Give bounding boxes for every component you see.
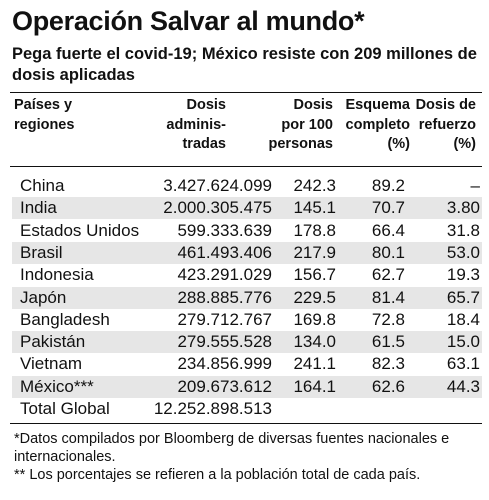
header-doses-line: Dosis (186, 97, 227, 113)
header-doses-line: tradas (182, 136, 226, 152)
cell-country: India (20, 198, 57, 218)
header-complete-line: completo (345, 116, 410, 133)
table-row: Indonesia 423.291.029 156.7 62.7 19.3 (12, 264, 482, 286)
table-bottom-rule (10, 423, 482, 424)
header-top-rule (10, 92, 482, 93)
cell-doses: 279.712.767 (177, 309, 272, 329)
cell-per100: 241.1 (293, 354, 336, 374)
cell-booster: – (470, 176, 480, 195)
cell-complete: 70.7 (371, 198, 405, 218)
header-countries-line: Países y (14, 97, 73, 113)
cell-booster: 63.1 (446, 354, 480, 374)
table-row: Bangladesh 279.712.767 169.8 72.8 18.4 (12, 309, 482, 331)
footnote-source: *Datos compilados por Bloomberg de diver… (14, 431, 450, 465)
cell-country: Japón (20, 287, 67, 307)
page-title: Operación Salvar al mundo* (12, 6, 365, 36)
header-countries: Países y regiones (14, 96, 74, 135)
table-row: China 3.427.624.099 242.3 89.2 – (12, 175, 482, 197)
table-row: Estados Unidos 599.333.639 178.8 66.4 31.8 (12, 220, 482, 242)
cell-doses: 3.427.624.099 (163, 176, 272, 195)
cell-per100: 134.0 (293, 332, 336, 352)
table-row: México*** 209.673.612 164.1 62.6 44.3 (12, 375, 482, 398)
header-doses-line: adminis- (166, 116, 226, 133)
cell-doses: 209.673.612 (177, 376, 272, 396)
cell-complete: 80.1 (371, 242, 405, 262)
cell-complete: 62.7 (371, 265, 405, 285)
cell-country: Total Global (20, 399, 110, 418)
cell-country: Brasil (20, 242, 63, 262)
cell-country: México*** (20, 376, 94, 396)
cell-per100: 178.8 (293, 220, 336, 240)
header-per100: Dosis por 100 personas (256, 96, 333, 155)
table-row: Total Global 12.252.898.513 (12, 398, 482, 420)
cell-doses: 279.555.528 (177, 332, 272, 352)
cell-doses: 2.000.305.475 (163, 198, 272, 218)
cell-booster: 19.3 (446, 265, 480, 285)
cell-booster: 44.3 (446, 376, 480, 396)
header-per100-line: por 100 (281, 116, 333, 133)
header-complete-line: (%) (387, 136, 410, 152)
cell-per100: 242.3 (293, 176, 336, 195)
cell-per100: 156.7 (293, 265, 336, 285)
cell-booster: 53.0 (446, 242, 480, 262)
cell-per100: 169.8 (293, 309, 336, 329)
cell-per100: 145.1 (293, 198, 336, 218)
cell-per100: 164.1 (293, 376, 336, 396)
cell-complete: 81.4 (371, 287, 405, 307)
cell-booster: 3.80 (446, 198, 480, 218)
table-row: Japón 288.885.776 229.5 81.4 65.7 (12, 286, 482, 309)
header-countries-line: regiones (14, 116, 75, 133)
cell-booster: 65.7 (446, 287, 480, 307)
cell-booster: 31.8 (446, 220, 480, 240)
table-row: Brasil 461.493.406 217.9 80.1 53.0 (12, 241, 482, 264)
header-booster-line: refuerzo (418, 116, 476, 133)
header-booster: Dosis de refuerzo (%) (412, 96, 476, 155)
page-subtitle: Pega fuerte el covid-19; México resiste … (12, 45, 477, 84)
cell-per100: 217.9 (293, 242, 336, 262)
header-doses: Dosis adminis- tradas (150, 96, 226, 155)
cell-complete: 61.5 (371, 332, 405, 352)
cell-booster: 18.4 (446, 309, 480, 329)
header-per100-line: Dosis (293, 97, 334, 113)
cell-country: Estados Unidos (20, 220, 140, 240)
cell-country: Indonesia (20, 265, 94, 285)
cell-country: China (20, 176, 65, 195)
cell-country: Pakistán (20, 332, 86, 352)
cell-complete: 82.3 (371, 354, 405, 374)
cell-per100: 229.5 (293, 287, 336, 307)
cell-doses: 599.333.639 (177, 220, 272, 240)
cell-booster: 15.0 (446, 332, 480, 352)
table-row: India 2.000.305.475 145.1 70.7 3.80 (12, 197, 482, 220)
cell-doses: 423.291.029 (177, 265, 272, 285)
header-per100-line: personas (268, 136, 333, 152)
header-booster-line: Dosis de (415, 97, 476, 113)
cell-doses: 234.856.999 (177, 354, 272, 374)
header-bottom-rule (10, 166, 482, 167)
cell-per100 (262, 398, 336, 420)
cell-country: Bangladesh (20, 309, 110, 329)
table-row: Vietnam 234.856.999 241.1 82.3 63.1 (12, 353, 482, 375)
cell-complete (332, 398, 405, 420)
header-complete: Esquema completo (%) (338, 96, 410, 155)
header-complete-line: Esquema (345, 97, 410, 113)
cell-complete: 72.8 (371, 309, 405, 329)
cell-complete: 89.2 (371, 176, 405, 195)
cell-doses: 288.885.776 (177, 287, 272, 307)
cell-complete: 66.4 (371, 220, 405, 240)
table-row: Pakistán 279.555.528 134.0 61.5 15.0 (12, 331, 482, 354)
header-booster-line: (%) (453, 136, 476, 152)
cell-complete: 62.6 (371, 376, 405, 396)
cell-doses: 461.493.406 (177, 242, 272, 262)
footnote-percentages: ** Los porcentajes se refieren a la pobl… (14, 467, 421, 483)
cell-country: Vietnam (20, 354, 83, 374)
cell-booster (407, 398, 480, 420)
cell-doses: 12.252.898.513 (153, 399, 272, 418)
